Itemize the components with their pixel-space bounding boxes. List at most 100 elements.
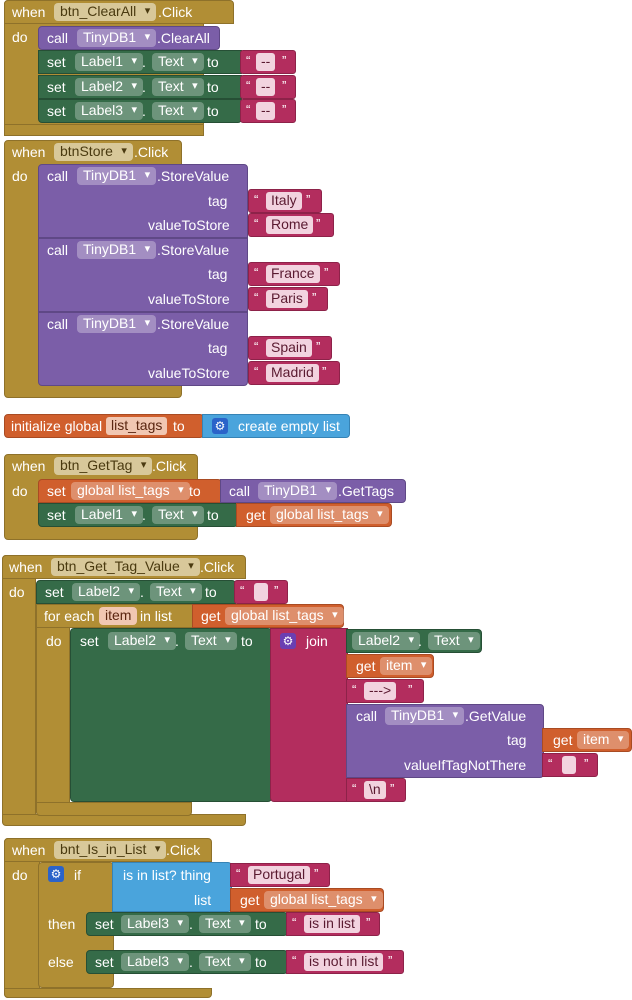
label2-dropdown[interactable]: Label2 — [75, 78, 144, 96]
initialize-global-block[interactable] — [4, 414, 204, 438]
text-value[interactable]: -- — [256, 102, 276, 120]
event-component-dropdown[interactable]: btn_ClearAll — [54, 3, 157, 21]
gear-icon[interactable]: ⚙ — [280, 633, 296, 649]
text-value[interactable]: \n — [364, 781, 386, 799]
open-quote: “ — [254, 265, 259, 280]
loop-variable-field[interactable]: item — [99, 607, 138, 625]
open-quote: “ — [292, 915, 297, 930]
open-quote: “ — [254, 290, 259, 305]
variable-dropdown[interactable]: global list_tags — [225, 607, 344, 625]
text-property-dropdown[interactable]: Text — [150, 583, 202, 601]
text-property-dropdown[interactable]: Text — [152, 53, 204, 71]
set-label: set — [95, 954, 114, 970]
close-quote: ” — [316, 216, 321, 231]
create-empty-list-label: create empty list — [238, 418, 340, 434]
call-label: call — [47, 30, 69, 46]
open-quote: “ — [254, 216, 259, 231]
text-property-dropdown[interactable]: Text — [199, 953, 251, 971]
event-component-dropdown[interactable]: bnt_Is_in_List — [54, 841, 167, 859]
label3-dropdown[interactable]: Label3 — [121, 915, 190, 933]
value-to-store-label: valueToStore — [148, 217, 230, 233]
gear-icon[interactable]: ⚙ — [212, 418, 228, 434]
value-if-tag-not-there-label: valueIfTagNotThere — [404, 757, 527, 773]
text-property-dropdown[interactable]: Text — [185, 632, 237, 650]
event-component-dropdown[interactable]: btn_GetTag — [54, 457, 153, 475]
component-dropdown[interactable]: TinyDB1 — [77, 29, 157, 47]
text-value[interactable]: -- — [256, 53, 276, 71]
text-value[interactable]: Italy — [266, 192, 302, 210]
get-label: get — [246, 507, 266, 523]
label3-dropdown[interactable]: Label3 — [121, 953, 190, 971]
text-value[interactable]: Paris — [266, 290, 308, 308]
event-block-is-in-list[interactable] — [4, 838, 40, 998]
to-label: to — [205, 584, 217, 600]
close-quote: ” — [314, 866, 319, 881]
when-label: when — [12, 458, 46, 474]
close-quote: ” — [274, 583, 279, 598]
join-block[interactable] — [270, 628, 348, 802]
label3-dropdown[interactable]: Label3 — [75, 102, 144, 120]
component-dropdown[interactable]: TinyDB1 — [77, 241, 157, 259]
open-quote: “ — [254, 364, 259, 379]
event-name: .Click — [158, 4, 193, 20]
do-label: do — [12, 867, 28, 883]
component-dropdown[interactable]: TinyDB1 — [77, 315, 157, 333]
open-quote: “ — [352, 682, 357, 697]
text-value[interactable]: France — [266, 265, 320, 283]
dot-label: . — [142, 507, 146, 523]
open-quote: “ — [246, 102, 251, 117]
label2-dropdown[interactable]: Label2 — [108, 632, 177, 650]
do-label: do — [9, 584, 25, 600]
text-value[interactable]: Madrid — [266, 364, 319, 382]
set-label: set — [47, 483, 66, 499]
label2-dropdown[interactable]: Label2 — [352, 632, 421, 650]
event-component-dropdown[interactable]: btnStore — [54, 143, 133, 161]
variable-name-field[interactable]: list_tags — [106, 417, 168, 435]
event-component-dropdown[interactable]: btn_Get_Tag_Value — [51, 558, 200, 576]
text-value[interactable]: is not in list — [304, 953, 384, 971]
text-property-dropdown[interactable]: Text — [199, 915, 251, 933]
is-in-list-block[interactable] — [112, 862, 232, 912]
when-label: when — [12, 144, 46, 160]
do-label: do — [12, 483, 28, 499]
variable-dropdown[interactable]: global list_tags — [71, 482, 190, 500]
get-label: get — [240, 892, 260, 908]
do-label: do — [46, 633, 62, 649]
event-block-get-tag-value[interactable] — [2, 555, 36, 825]
label2-dropdown[interactable]: Label2 — [72, 583, 141, 601]
get-label: get — [201, 608, 221, 624]
variable-dropdown[interactable]: global list_tags — [270, 506, 389, 524]
text-value[interactable]: Rome — [266, 216, 314, 234]
text-value[interactable]: Spain — [266, 339, 312, 357]
text-value[interactable]: -- — [256, 78, 276, 96]
else-label: else — [48, 954, 74, 970]
close-quote: ” — [322, 364, 327, 379]
open-quote: “ — [352, 781, 357, 796]
variable-dropdown[interactable]: global list_tags — [264, 891, 383, 909]
component-dropdown[interactable]: TinyDB1 — [385, 707, 465, 725]
label1-dropdown[interactable]: Label1 — [75, 53, 144, 71]
for-each-label: for each — [44, 608, 95, 624]
gear-icon[interactable]: ⚙ — [48, 866, 64, 882]
component-dropdown[interactable]: TinyDB1 — [77, 167, 157, 185]
when-label: when — [12, 4, 46, 20]
text-property-dropdown[interactable]: Text — [152, 506, 204, 524]
variable-dropdown[interactable]: item — [577, 731, 630, 749]
is-in-list-thing-label: is in list? thing — [123, 867, 211, 883]
text-value[interactable]: Portugal — [248, 866, 311, 884]
set-label2-join-block[interactable] — [70, 628, 272, 802]
text-value[interactable] — [562, 756, 576, 774]
call-label: call — [47, 316, 69, 332]
text-property-dropdown[interactable]: Text — [152, 102, 204, 120]
text-property-dropdown[interactable]: Text — [428, 632, 480, 650]
text-value[interactable]: ---> — [364, 682, 397, 700]
text-property-dropdown[interactable]: Text — [152, 78, 204, 96]
to-label: to — [207, 507, 219, 523]
for-each-block[interactable] — [36, 604, 70, 816]
text-value[interactable]: is in list — [304, 915, 360, 933]
label1-dropdown[interactable]: Label1 — [75, 506, 144, 524]
when-label: when — [12, 842, 46, 858]
text-value[interactable] — [254, 583, 268, 601]
variable-dropdown[interactable]: item — [380, 657, 433, 675]
component-dropdown[interactable]: TinyDB1 — [258, 482, 338, 500]
